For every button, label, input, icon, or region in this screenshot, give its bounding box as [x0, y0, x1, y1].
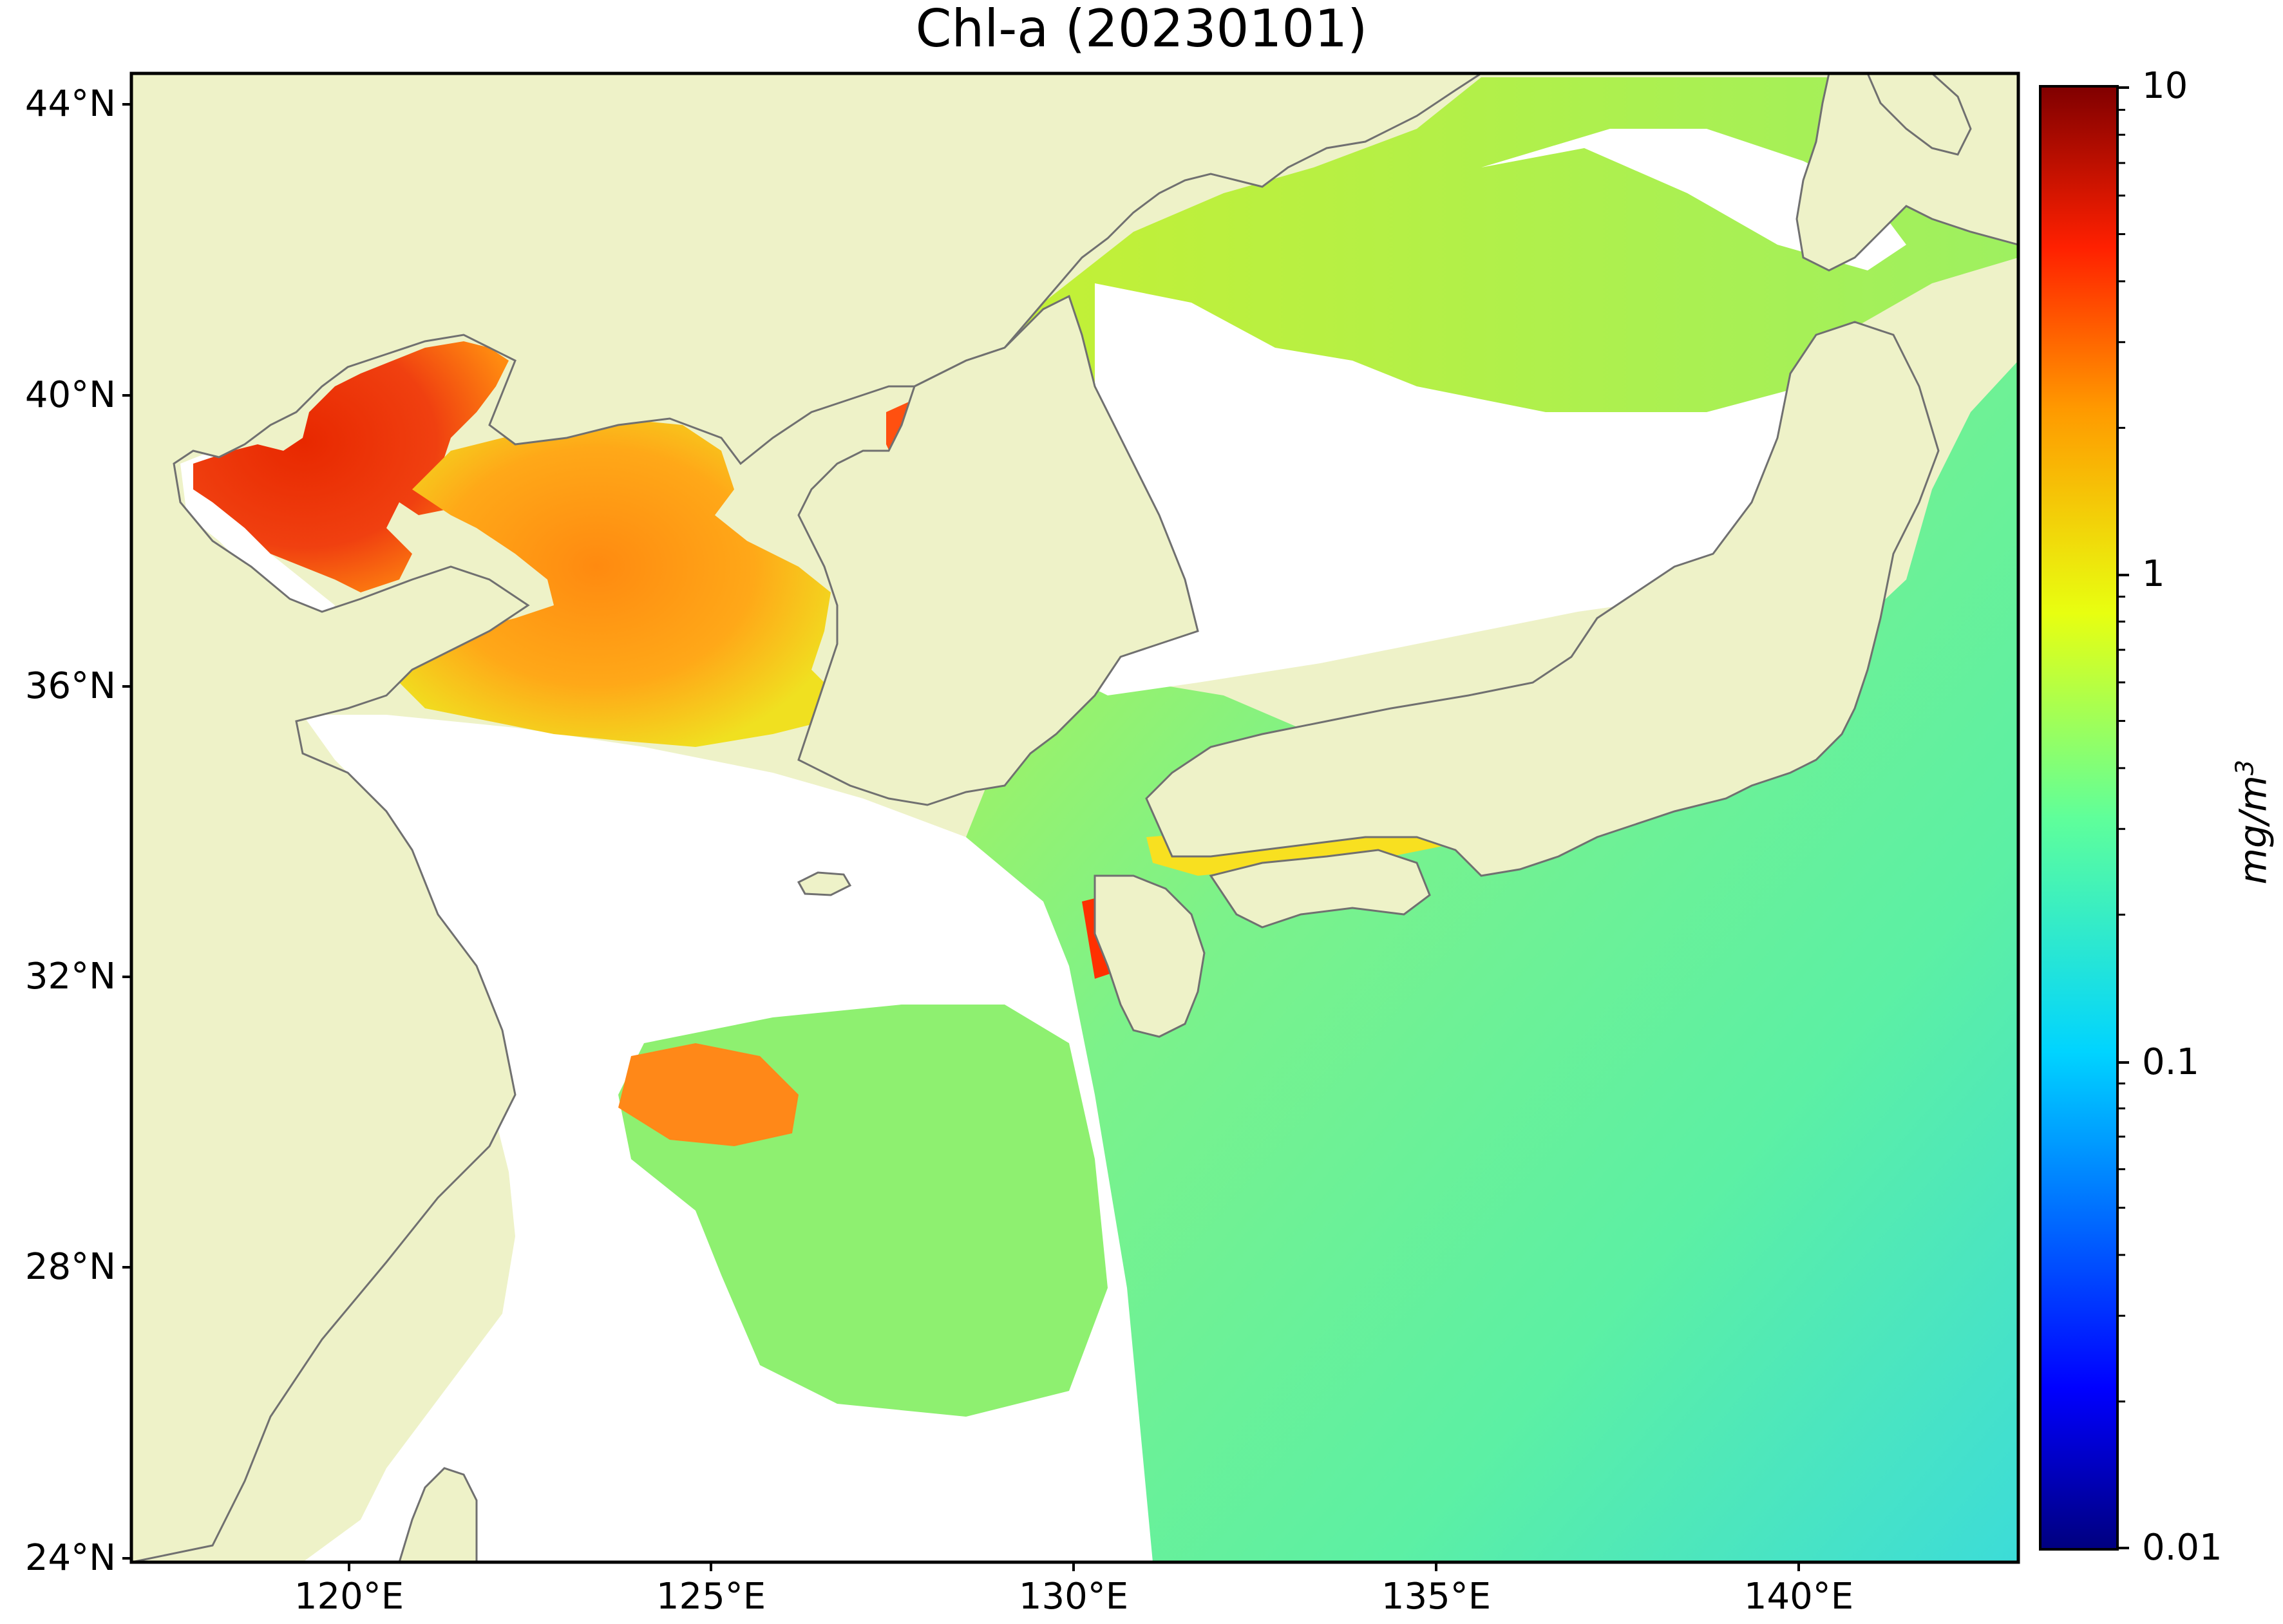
pacific-base	[966, 361, 2018, 1562]
colorbar	[2039, 85, 2119, 1551]
colorbar-unit-exponent: 3	[2230, 759, 2259, 776]
lat-tick-32: 32°N	[24, 956, 116, 997]
colorbar-tick-0.1: 0.1	[2142, 1041, 2200, 1083]
colorbar-tick-1: 1	[2142, 553, 2165, 595]
lon-tick-140: 140°E	[1743, 1576, 1854, 1618]
colorbar-unit-base: mg/m	[2231, 775, 2275, 885]
lon-tick-120: 120°E	[294, 1576, 404, 1618]
colorbar-unit-label: mg/m3	[2225, 739, 2275, 906]
lat-tick-40: 40°N	[24, 374, 116, 416]
east-china-high	[618, 1043, 799, 1146]
japan-shikoku	[1209, 849, 1431, 929]
korea-land	[797, 294, 1199, 806]
lon-tick-125: 125°E	[656, 1576, 766, 1618]
lat-tick-28: 28°N	[24, 1246, 116, 1288]
lat-tick-44: 44°N	[24, 83, 116, 125]
colorbar-tick-10: 10	[2142, 65, 2188, 107]
japan-kyushu	[1094, 874, 1206, 1038]
lon-tick-130: 130°E	[1018, 1576, 1129, 1618]
lat-tick-marks	[122, 103, 131, 1560]
lon-tick-marks	[348, 1562, 1800, 1571]
colorbar-tick-0.01: 0.01	[2142, 1527, 2222, 1569]
japan-honshu	[1145, 321, 1940, 877]
yellow-sea-data	[399, 419, 837, 747]
figure-title: Chl-a (20230101)	[915, 0, 1368, 59]
sakhalin-land	[1866, 73, 1972, 156]
lat-tick-24: 24°N	[24, 1537, 116, 1579]
taiwan-land	[398, 1467, 478, 1562]
bohai-sea-data	[193, 341, 509, 592]
colorbar-major-ticks	[2117, 86, 2129, 1549]
lon-tick-135: 135°E	[1381, 1576, 1492, 1618]
jeju-island	[797, 871, 852, 896]
china-land	[131, 73, 1483, 1562]
colorbar-minor-ticks	[2117, 109, 2125, 1402]
lat-tick-36: 36°N	[24, 665, 116, 707]
